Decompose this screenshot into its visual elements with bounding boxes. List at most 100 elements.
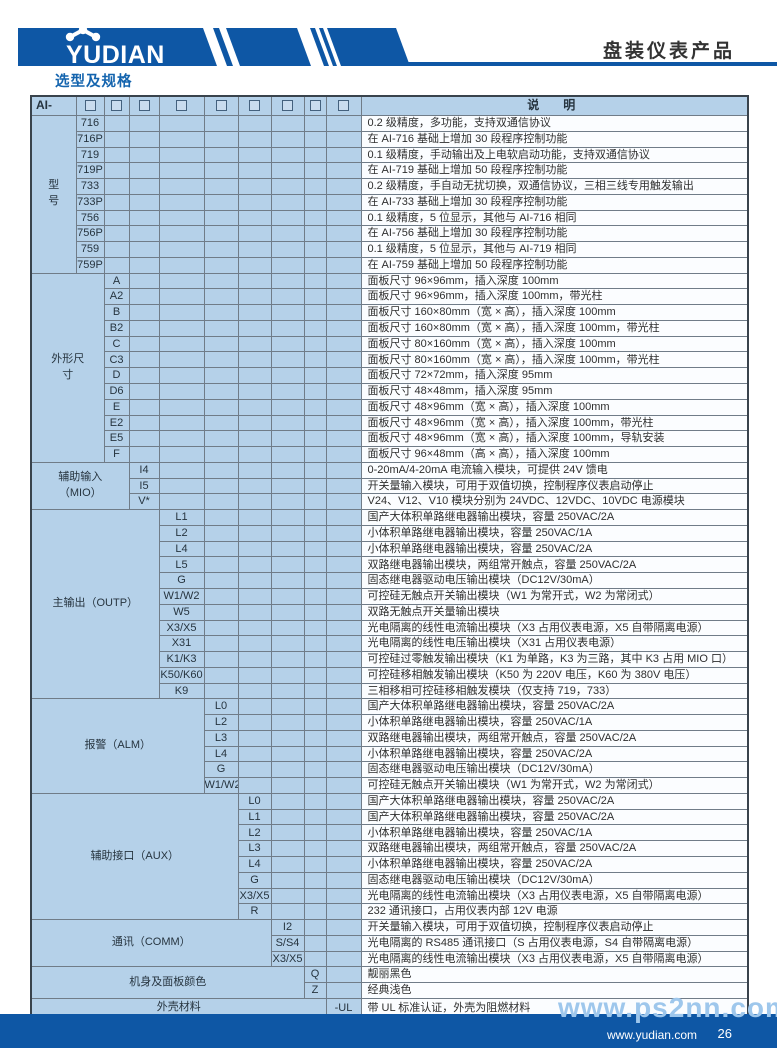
option-description: 三相移相可控硅移相触发模块（仅支持 719，733） [360, 682, 749, 700]
empty-cell [303, 162, 327, 180]
option-code: 759P [75, 256, 105, 274]
empty-cell [203, 635, 239, 653]
empty-cell [325, 335, 362, 353]
empty-cell [303, 335, 327, 353]
empty-cell [237, 130, 272, 148]
option-description: 国产大体积单路继电器输出模块，容量 250VAC/2A [360, 698, 749, 716]
empty-cell [237, 288, 272, 306]
empty-cell [303, 761, 327, 779]
code-checkbox[interactable] [176, 100, 187, 112]
option-description: 面板尺寸 80×160mm（宽 × 高），插入深度 100mm [360, 335, 749, 353]
empty-cell [303, 714, 327, 731]
empty-cell [270, 414, 305, 432]
empty-cell [158, 493, 205, 511]
watermark-text: www.ps2nn.com [558, 992, 777, 1023]
empty-cell [128, 446, 160, 463]
option-description: 光电隔离的线性电流输出模块（X3 占用仪表电源，X5 自带隔离电源） [360, 950, 749, 968]
empty-cell [325, 840, 362, 857]
table-row: 辅助输入（MIO） I4 0-20mA/4-20mA 电流输入模块，可提供 24V … [30, 461, 749, 511]
empty-cell [270, 887, 305, 905]
empty-cell [103, 241, 130, 258]
option-description: 在 AI-759 基础上增加 50 段程序控制功能 [360, 256, 749, 274]
empty-cell [203, 414, 239, 432]
code-checkbox[interactable] [138, 100, 150, 112]
option-code: R [237, 903, 272, 921]
empty-cell [203, 430, 239, 448]
empty-cell [158, 367, 205, 385]
empty-cell [237, 603, 272, 621]
empty-cell [325, 130, 362, 148]
empty-cell [203, 477, 239, 495]
empty-cell [325, 540, 362, 558]
table-row: 机身及面板颜色 Q 靓丽黑色 [30, 966, 749, 999]
empty-cell [103, 193, 130, 211]
empty-cell [128, 115, 160, 132]
code-checkbox[interactable] [111, 100, 122, 112]
empty-cell [270, 477, 305, 495]
empty-cell [303, 666, 327, 684]
empty-cell [325, 682, 362, 700]
code-checkbox[interactable] [215, 100, 227, 112]
empty-cell [237, 162, 272, 180]
empty-cell [303, 256, 327, 274]
empty-cell [237, 398, 272, 416]
empty-cell [270, 714, 305, 731]
empty-cell [303, 540, 327, 558]
option-code: G [203, 761, 239, 779]
empty-cell [303, 919, 327, 936]
option-code: W5 [158, 603, 205, 621]
option-description: 0.2 级精度，手自动无扰切换，双通信协议，三相三线专用触发输出 [360, 178, 749, 195]
option-description: 国产大体积单路继电器输出模块，容量 250VAC/2A [360, 509, 749, 526]
empty-cell [270, 304, 305, 321]
empty-cell [103, 162, 130, 180]
empty-cell [237, 461, 272, 479]
code-checkbox[interactable] [309, 100, 321, 112]
option-code: X3/X5 [270, 950, 305, 968]
empty-cell [128, 225, 160, 243]
empty-cell [303, 209, 327, 227]
code-checkbox[interactable] [338, 100, 349, 112]
option-description: 面板尺寸 96×48mm（高 × 高），插入深度 100mm [360, 446, 749, 463]
empty-cell [325, 714, 362, 731]
empty-cell [325, 966, 362, 984]
code-checkbox[interactable] [282, 100, 293, 112]
empty-cell [325, 824, 362, 842]
empty-cell [203, 115, 239, 132]
empty-cell [270, 130, 305, 148]
empty-cell [237, 572, 272, 589]
empty-cell [128, 335, 160, 353]
yudian-logo: YUDIAN [65, 25, 164, 69]
empty-cell [103, 146, 130, 164]
empty-cell [158, 319, 205, 337]
empty-cell [203, 556, 239, 574]
empty-cell [303, 351, 327, 369]
empty-cell [203, 241, 239, 258]
empty-cell [325, 855, 362, 873]
code-checkbox[interactable] [84, 100, 96, 112]
empty-cell [203, 272, 239, 290]
table-row: C3 面板尺寸 80×160mm（宽 × 高），插入深度 100mm，带光柱 [31, 351, 749, 369]
empty-cell [158, 256, 205, 274]
footer-website-link[interactable]: www.yudian.com [606, 1028, 697, 1042]
table-row: L2 小体积单路继电器输出模块，容量 250VAC/1A [31, 824, 749, 842]
empty-cell [303, 871, 327, 889]
empty-cell [303, 698, 327, 716]
empty-cell [270, 603, 305, 621]
empty-cell [325, 950, 362, 968]
table-row: L5 双路继电器输出模块，两组常开触点，容量 250VAC/2A [31, 556, 749, 574]
option-code: X31 [158, 635, 205, 653]
option-description: 面板尺寸 160×80mm（宽 × 高），插入深度 100mm [360, 304, 749, 321]
empty-cell [203, 367, 239, 385]
empty-cell [103, 115, 130, 132]
code-checkbox[interactable] [249, 100, 260, 112]
table-row: B 面板尺寸 160×80mm（宽 × 高），插入深度 100mm [31, 304, 749, 321]
option-code: L5 [158, 556, 205, 574]
empty-cell [203, 351, 239, 369]
empty-cell [128, 256, 160, 274]
empty-cell [128, 130, 160, 148]
empty-cell [303, 619, 327, 637]
empty-cell [237, 367, 272, 385]
empty-cell [325, 477, 362, 495]
empty-cell [325, 556, 362, 574]
empty-cell [203, 193, 239, 211]
